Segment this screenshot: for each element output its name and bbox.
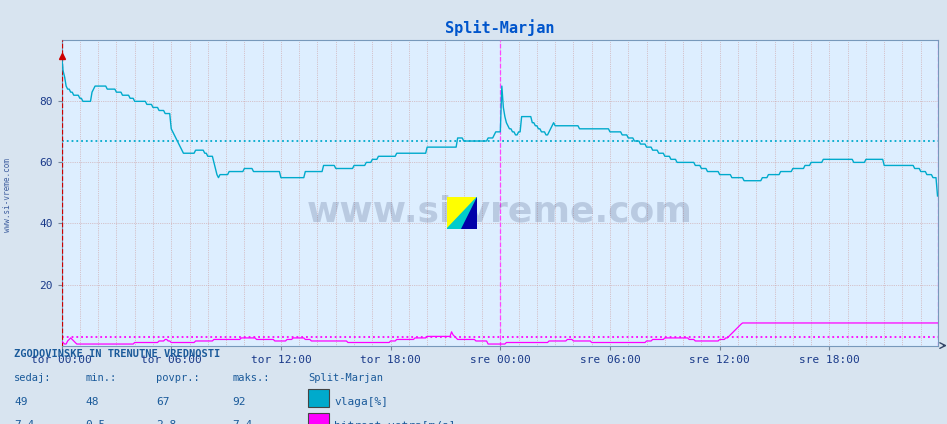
Bar	[308, 413, 329, 424]
Title: Split-Marjan: Split-Marjan	[445, 20, 554, 36]
Text: 49: 49	[14, 396, 27, 407]
Polygon shape	[460, 197, 477, 229]
Text: 2,8: 2,8	[156, 420, 176, 424]
Text: 0,5: 0,5	[85, 420, 105, 424]
Text: ZGODOVINSKE IN TRENUTNE VREDNOSTI: ZGODOVINSKE IN TRENUTNE VREDNOSTI	[14, 349, 221, 360]
Text: www.si-vreme.com: www.si-vreme.com	[307, 194, 692, 228]
Text: 48: 48	[85, 396, 98, 407]
Text: vlaga[%]: vlaga[%]	[334, 396, 388, 407]
Bar	[308, 390, 329, 407]
Text: 92: 92	[232, 396, 245, 407]
Text: 7,4: 7,4	[232, 420, 252, 424]
Text: hitrost vetra[m/s]: hitrost vetra[m/s]	[334, 420, 456, 424]
Text: min.:: min.:	[85, 373, 116, 383]
Text: Split-Marjan: Split-Marjan	[308, 373, 383, 383]
Text: 7,4: 7,4	[14, 420, 34, 424]
Text: povpr.:: povpr.:	[156, 373, 200, 383]
Polygon shape	[447, 197, 477, 229]
Text: www.si-vreme.com: www.si-vreme.com	[3, 158, 12, 232]
Text: 67: 67	[156, 396, 170, 407]
Polygon shape	[447, 197, 477, 229]
Text: sedaj:: sedaj:	[14, 373, 52, 383]
Text: maks.:: maks.:	[232, 373, 270, 383]
